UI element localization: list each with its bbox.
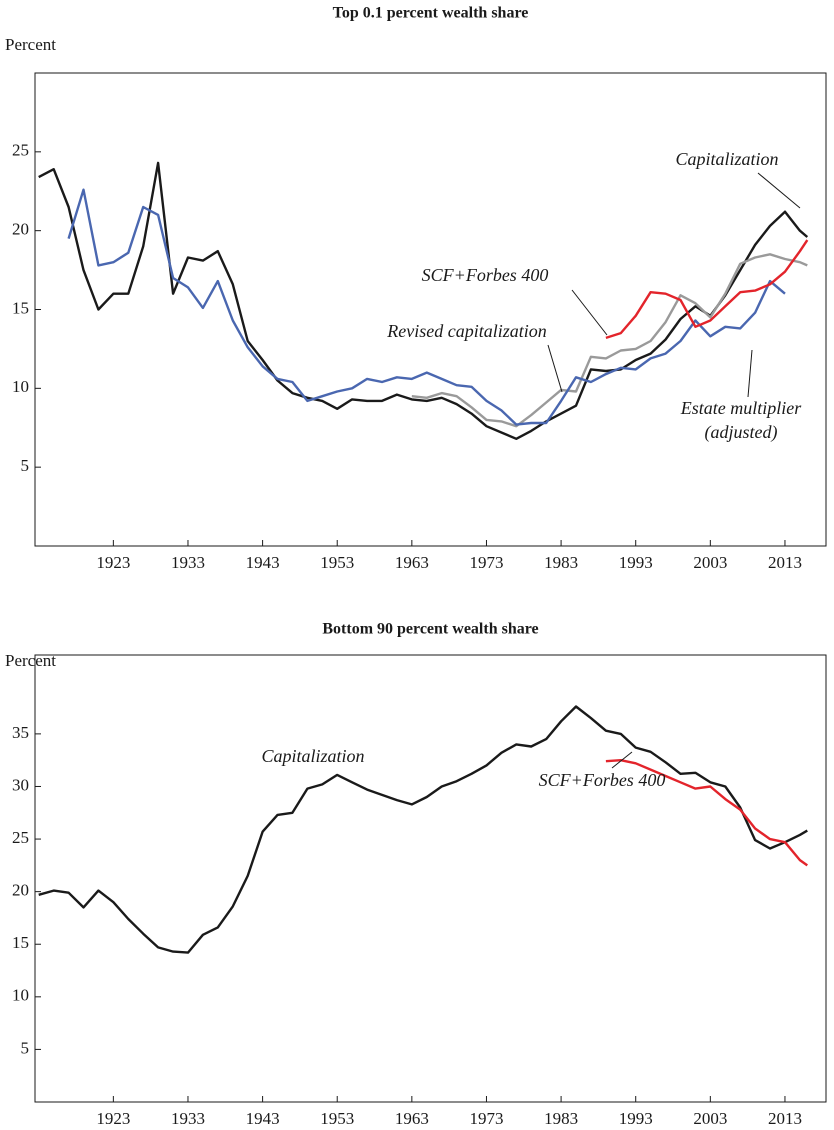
annotation: Revised capitalization <box>386 321 546 341</box>
x-tick-label: 1943 <box>246 1109 280 1125</box>
chart-title: Bottom 90 percent wealth share <box>322 621 538 638</box>
annotation: SCF+Forbes 400 <box>422 265 549 285</box>
series-line <box>38 705 808 954</box>
y-tick-label: 5 <box>21 456 30 475</box>
annotation-leader <box>547 344 563 393</box>
chart-title: Top 0.1 percent wealth share <box>333 5 529 22</box>
y-axis-label: Percent <box>5 35 56 54</box>
y-tick-label: 20 <box>12 881 29 900</box>
y-tick-label: 5 <box>21 1038 30 1057</box>
x-tick-label: 1963 <box>395 553 429 572</box>
x-tick-label: 1993 <box>619 553 653 572</box>
x-tick-label: 2013 <box>768 553 802 572</box>
annotation-leader <box>747 349 753 398</box>
y-tick-label: 15 <box>12 298 29 317</box>
plot-frame <box>34 654 827 1103</box>
annotation: (adjusted) <box>705 422 778 443</box>
annotation: Capitalization <box>675 149 778 169</box>
y-tick-label: 35 <box>12 723 29 742</box>
x-tick-label: 1943 <box>246 553 280 572</box>
series-line <box>411 253 808 428</box>
x-tick-label: 1923 <box>96 553 130 572</box>
y-tick-label: 20 <box>12 220 29 239</box>
y-axis-label: Percent <box>5 651 56 670</box>
x-tick-label: 1973 <box>469 1109 503 1125</box>
plot-frame <box>34 72 827 547</box>
series-line <box>67 188 786 426</box>
y-tick-label: 10 <box>12 986 29 1005</box>
y-tick-label: 30 <box>12 775 29 794</box>
x-tick-label: 1993 <box>619 1109 653 1125</box>
annotation-leader <box>611 751 633 769</box>
x-tick-label: 1983 <box>544 1109 578 1125</box>
x-tick-label: 1953 <box>320 1109 354 1125</box>
x-tick-label: 1963 <box>395 1109 429 1125</box>
x-tick-label: 1983 <box>544 553 578 572</box>
series-line <box>605 759 808 867</box>
series-line <box>38 161 809 440</box>
annotation-leader <box>757 172 801 209</box>
y-tick-label: 25 <box>12 141 29 160</box>
annotation: Estate multiplier <box>680 398 802 418</box>
y-tick-label: 25 <box>12 828 29 847</box>
x-tick-label: 2013 <box>768 1109 802 1125</box>
series-line <box>605 239 809 340</box>
annotation: SCF+Forbes 400 <box>539 770 666 790</box>
x-tick-label: 1933 <box>171 553 205 572</box>
x-tick-label: 1933 <box>171 1109 205 1125</box>
annotation: Capitalization <box>261 746 364 766</box>
y-tick-label: 15 <box>12 933 29 952</box>
x-tick-label: 1923 <box>96 1109 130 1125</box>
x-tick-label: 2003 <box>693 1109 727 1125</box>
x-tick-label: 2003 <box>693 553 727 572</box>
x-tick-label: 1953 <box>320 553 354 572</box>
annotation-leader <box>571 289 608 336</box>
x-tick-label: 1973 <box>469 553 503 572</box>
y-tick-label: 10 <box>12 377 29 396</box>
